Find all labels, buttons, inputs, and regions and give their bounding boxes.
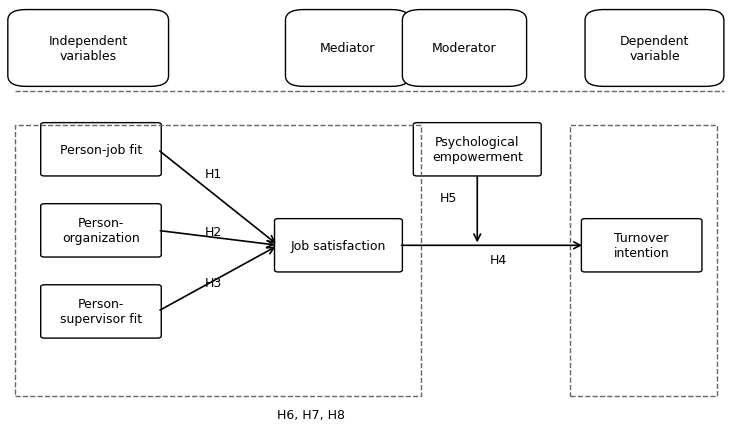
- Bar: [571, 125, 717, 396]
- FancyBboxPatch shape: [402, 10, 527, 87]
- Text: H1: H1: [205, 168, 222, 181]
- Text: Person-job fit: Person-job fit: [60, 144, 142, 156]
- FancyBboxPatch shape: [582, 219, 702, 273]
- Bar: [15, 125, 420, 396]
- Text: Person-
organization: Person- organization: [62, 217, 140, 245]
- Text: H2: H2: [205, 225, 222, 238]
- Text: Person-
supervisor fit: Person- supervisor fit: [60, 298, 142, 326]
- Text: H4: H4: [490, 253, 507, 266]
- Text: H5: H5: [440, 191, 457, 204]
- Text: Turnover
intention: Turnover intention: [614, 232, 670, 260]
- FancyBboxPatch shape: [413, 123, 541, 177]
- Text: Independent
variables: Independent variables: [49, 35, 128, 63]
- Text: H3: H3: [205, 276, 222, 289]
- FancyBboxPatch shape: [585, 10, 724, 87]
- Text: Moderator: Moderator: [432, 43, 497, 56]
- Text: Dependent
variable: Dependent variable: [620, 35, 689, 63]
- Text: Psychological
empowerment: Psychological empowerment: [432, 136, 522, 164]
- FancyBboxPatch shape: [41, 204, 161, 257]
- FancyBboxPatch shape: [274, 219, 402, 273]
- Text: H6, H7, H8: H6, H7, H8: [277, 408, 345, 421]
- FancyBboxPatch shape: [41, 285, 161, 339]
- Text: Mediator: Mediator: [320, 43, 375, 56]
- FancyBboxPatch shape: [8, 10, 168, 87]
- FancyBboxPatch shape: [41, 123, 161, 177]
- FancyBboxPatch shape: [285, 10, 409, 87]
- Text: Job satisfaction: Job satisfaction: [290, 239, 386, 252]
